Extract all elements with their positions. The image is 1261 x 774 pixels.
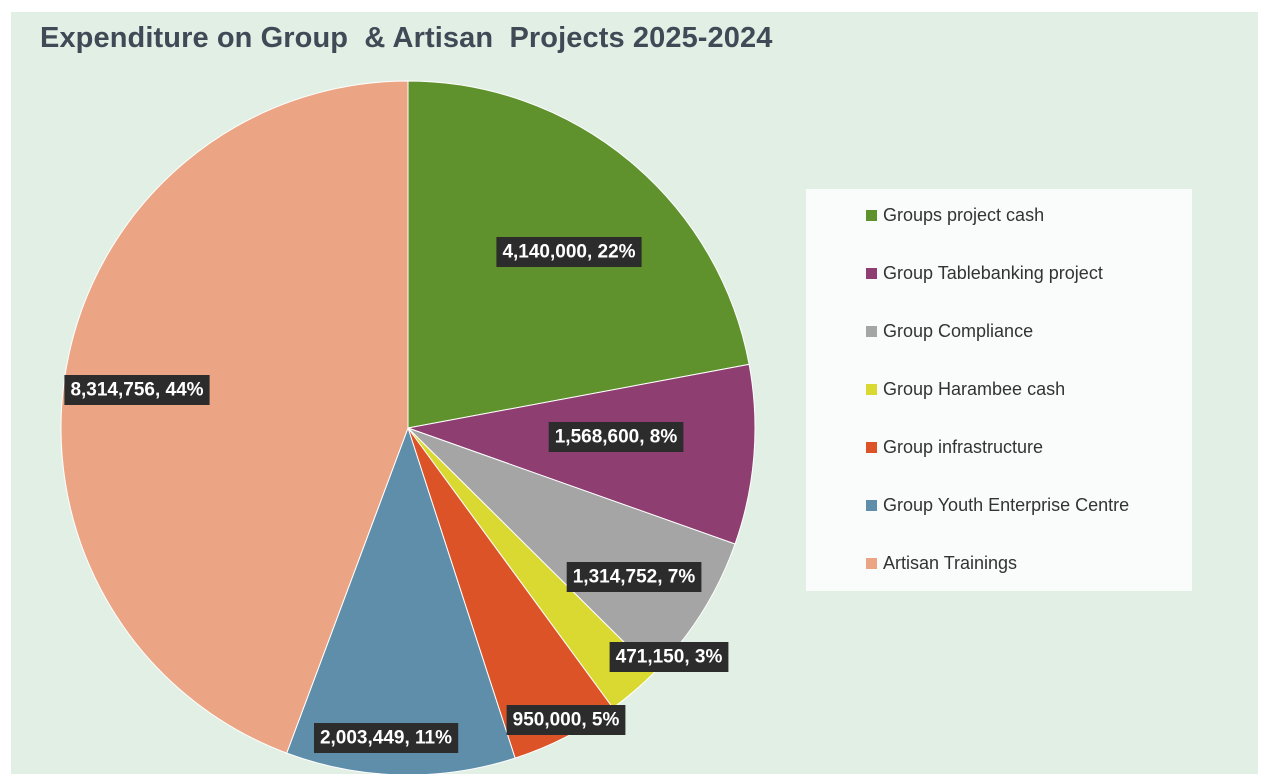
legend-item-group-tablebanking-project: Group Tablebanking project (866, 261, 1103, 285)
data-label-text: 1,314,752, 7% (573, 567, 696, 588)
legend-label: Groups project cash (883, 204, 1045, 225)
legend-label: Group Youth Enterprise Centre (883, 494, 1130, 515)
data-label-group-tablebanking-project: 1,568,600, 8% (548, 422, 684, 452)
legend-label: Group Compliance (883, 320, 1034, 341)
data-label-text: 950,000, 5% (513, 710, 620, 731)
legend-label: Group infrastructure (883, 436, 1044, 457)
data-label-text: 471,150, 3% (616, 647, 723, 668)
data-label-text: 2,003,449, 11% (320, 728, 452, 749)
data-label-text: 8,314,756, 44% (70, 380, 203, 401)
data-label-artisan-trainings: 8,314,756, 44% (64, 375, 210, 405)
data-label-text: 4,140,000, 22% (502, 242, 635, 263)
legend-label: Group Harambee cash (883, 378, 1066, 399)
data-label-box (609, 642, 729, 672)
data-label-box (496, 237, 642, 267)
chart-title: Expenditure on Group & Artisan Projects … (40, 22, 773, 54)
data-label-box (566, 562, 702, 592)
legend-item-group-harambee-cash: Group Harambee cash (866, 377, 1065, 401)
legend-swatch (866, 383, 877, 395)
legend-item-group-infrastructure: Group infrastructure (866, 435, 1043, 459)
legend: Groups project cash Group Tablebanking pr… (806, 189, 1192, 591)
data-label-box (548, 422, 684, 452)
legend-swatch (866, 325, 877, 337)
pie-slice-group-youth-enterprise-centre (286, 426, 516, 774)
legend-swatch (866, 267, 877, 279)
data-label-group-infrastructure: 950,000, 5% (506, 705, 626, 735)
legend-swatch (866, 499, 877, 511)
data-label-groups-project-cash: 4,140,000, 22% (496, 237, 642, 267)
legend-item-group-compliance: Group Compliance (866, 319, 1033, 343)
pie-slice-artisan-trainings (60, 80, 409, 754)
data-label-group-youth-enterprise-centre: 2,003,449, 11% (314, 723, 459, 753)
data-label-box (506, 705, 626, 735)
legend-swatch (866, 209, 877, 221)
pie-data-labels: 4,140,000, 22% 1,568,600, 8% 1,314,752, 7%… (64, 237, 729, 753)
legend-item-groups-project-cash: Groups project cash (866, 203, 1044, 227)
pie-slice-group-tablebanking-project (406, 363, 756, 545)
legend-label: Artisan Trainings (883, 552, 1018, 573)
legend-swatch (866, 557, 877, 569)
data-label-group-compliance: 1,314,752, 7% (566, 562, 702, 592)
legend-swatch (866, 441, 877, 453)
data-label-box (314, 723, 459, 753)
legend-item-artisan-trainings: Artisan Trainings (866, 551, 1017, 575)
data-label-group-harambee-cash: 471,150, 3% (609, 642, 729, 672)
data-label-box (64, 375, 210, 405)
legend-label: Group Tablebanking project (883, 262, 1103, 283)
data-label-text: 1,568,600, 8% (555, 427, 678, 448)
legend-item-group-youth-enterprise-centre: Group Youth Enterprise Centre (866, 493, 1129, 517)
